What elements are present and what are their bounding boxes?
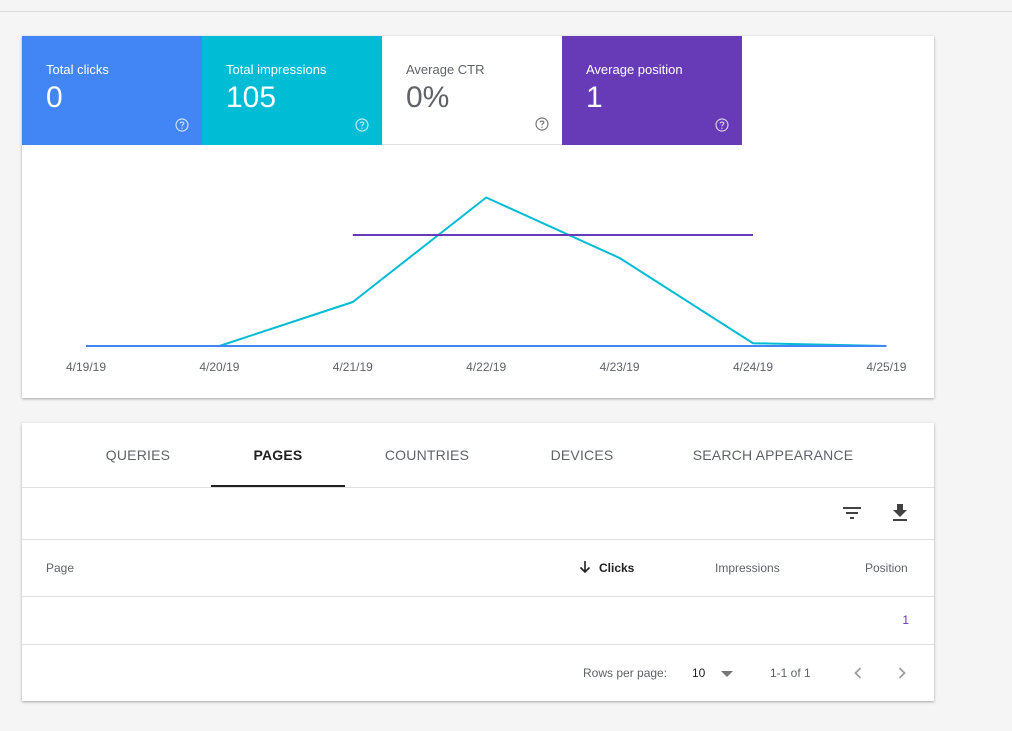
filter-icon[interactable]	[840, 501, 864, 525]
metric-label: Total clicks	[46, 62, 109, 77]
metric-value: 0%	[406, 81, 450, 114]
tab-queries[interactable]: QUERIES	[105, 447, 171, 463]
pagination-range: 1-1 of 1	[770, 666, 811, 680]
tab-search-appearance[interactable]: SEARCH APPEARANCE	[692, 447, 854, 463]
top-divider	[0, 11, 1012, 12]
metric-total-clicks[interactable]: Total clicks 0	[22, 36, 202, 145]
help-circle-icon[interactable]	[355, 118, 369, 132]
chevron-right-icon[interactable]	[894, 665, 910, 681]
metric-label: Average position	[586, 62, 683, 77]
x-tick-label: 4/22/19	[466, 360, 506, 374]
cell-position: 1	[902, 613, 909, 627]
x-tick-label: 4/23/19	[600, 360, 640, 374]
metric-value: 0	[46, 81, 63, 114]
table-toolbar	[22, 488, 934, 540]
rows-per-page-label: Rows per page:	[583, 666, 668, 680]
tab-countries[interactable]: COUNTRIES	[384, 447, 470, 463]
rows-per-page-value: 10	[692, 666, 706, 680]
column-header-clicks[interactable]: Clicks	[599, 561, 635, 575]
metric-value: 105	[226, 81, 277, 114]
arrow-down-icon[interactable]	[578, 560, 592, 574]
column-header-position[interactable]: Position	[865, 561, 908, 575]
column-header-page[interactable]: Page	[46, 561, 75, 575]
help-circle-icon[interactable]	[535, 117, 549, 131]
tab-devices[interactable]: DEVICES	[550, 447, 614, 463]
metric-total-impressions[interactable]: Total impressions 105	[202, 36, 382, 145]
x-tick-label: 4/20/19	[199, 360, 239, 374]
pagination: Rows per page: 10 1-1 of 1	[22, 645, 934, 701]
metric-label: Total impressions	[226, 62, 327, 77]
metric-value: 1	[586, 81, 603, 114]
metric-label: Average CTR	[406, 62, 485, 77]
metric-average-position[interactable]: Average position 1	[562, 36, 742, 145]
x-tick-label: 4/21/19	[333, 360, 373, 374]
tab-pages[interactable]: PAGES	[211, 423, 345, 487]
dimension-tabs: QUERIES PAGES COUNTRIES DEVICES SEARCH A…	[22, 423, 934, 488]
dropdown-arrow-icon	[721, 671, 733, 677]
x-tick-label: 4/25/19	[866, 360, 906, 374]
dimensions-table-card: QUERIES PAGES COUNTRIES DEVICES SEARCH A…	[22, 423, 934, 701]
performance-card: Total clicks 0 Total impressions 105 Ave…	[22, 36, 934, 398]
x-tick-label: 4/19/19	[66, 360, 106, 374]
help-circle-icon[interactable]	[715, 118, 729, 132]
table-row[interactable]: 1	[22, 597, 934, 645]
rows-per-page-select[interactable]: 10	[688, 645, 738, 701]
column-header-impressions[interactable]: Impressions	[715, 561, 780, 575]
table-header: Page Clicks Impressions Position	[22, 540, 934, 597]
download-icon[interactable]	[888, 501, 912, 525]
performance-chart: 4/19/19 4/20/19 4/21/19 4/22/19 4/23/19 4/24/…	[66, 196, 907, 374]
metric-average-ctr[interactable]: Average CTR 0%	[382, 36, 562, 145]
x-tick-label: 4/24/19	[733, 360, 773, 374]
series-line-impressions	[86, 196, 887, 347]
help-circle-icon[interactable]	[175, 118, 189, 132]
chevron-left-icon[interactable]	[850, 665, 866, 681]
